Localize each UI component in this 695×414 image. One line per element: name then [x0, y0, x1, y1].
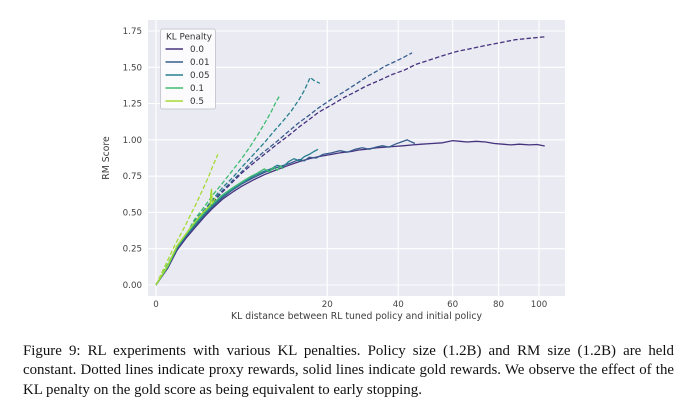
legend-label-0.05: 0.05 [190, 71, 210, 81]
plot-area [148, 20, 565, 296]
y-axis-label: RM Score [101, 136, 112, 180]
y-tick-label: 0.00 [123, 281, 142, 291]
series-0.5-gold-line [155, 188, 216, 286]
y-tick-label: 1.75 [123, 27, 142, 37]
series-0.05-proxy-line [155, 76, 321, 286]
series-0.1-proxy-line [155, 94, 281, 286]
x-tick-label: 80 [493, 300, 504, 310]
y-tick-label: 0.75 [123, 172, 142, 182]
y-tick-label: 0.50 [123, 208, 142, 218]
x-tick-label: 40 [393, 300, 404, 310]
legend-label-0.1: 0.1 [190, 84, 204, 94]
x-tick-label: 100 [531, 300, 548, 310]
x-tick-label: 0 [153, 300, 159, 310]
series-0.05-gold-line [155, 148, 319, 286]
legend-label-0.5: 0.5 [190, 97, 204, 107]
x-tick-label: 20 [322, 300, 333, 310]
y-tick-label: 1.25 [123, 100, 142, 110]
rl-kl-penalty-chart: 0.00 0.25 0.50 0.75 1.00 1.25 1.50 1.75 0 20 40 60 8… [101, 20, 565, 322]
legend-title: KL Penalty [166, 33, 212, 43]
figure-caption: Figure 9: RL experiments with various KL… [23, 343, 674, 398]
series-0.5-proxy-line [155, 154, 219, 286]
x-tick-label: 60 [447, 300, 458, 310]
series-0.0-gold-line [155, 139, 545, 286]
series-0.0-proxy-line [155, 36, 545, 286]
y-tick-label: 1.50 [123, 63, 142, 73]
legend-label-0.0: 0.0 [190, 45, 204, 55]
y-tick-label: 0.25 [123, 245, 142, 255]
legend-label-0.01: 0.01 [190, 58, 210, 68]
x-axis-label: KL distance between RL tuned policy and … [231, 311, 482, 322]
series-0.01-gold-line [155, 139, 416, 286]
y-tick-label: 1.00 [123, 136, 142, 146]
